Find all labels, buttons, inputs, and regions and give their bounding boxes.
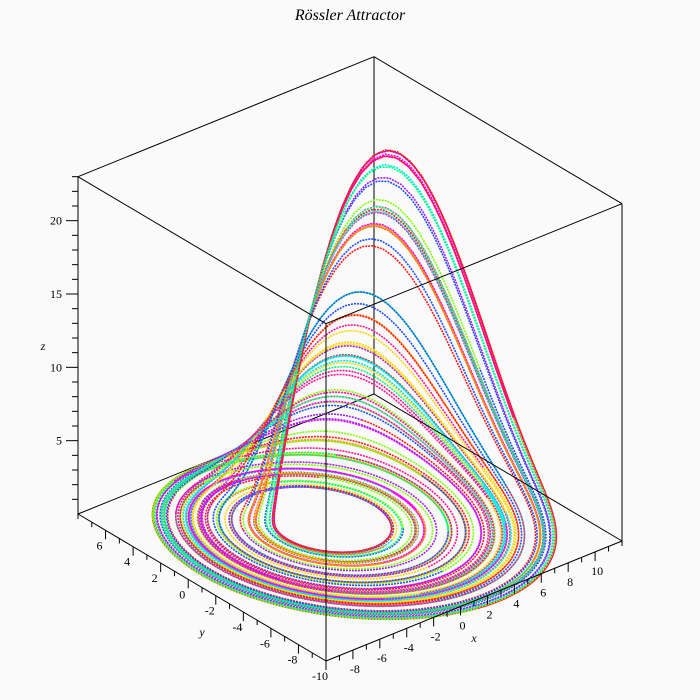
attractor-segment [192, 341, 507, 598]
x-tick-label: 2 [486, 608, 492, 622]
z-axis-label: z [40, 339, 46, 353]
z-tick-label: 15 [50, 287, 62, 301]
y-tick-label: -10 [312, 669, 328, 683]
z-tick-label: 5 [56, 434, 62, 448]
attractor-segment [224, 483, 429, 580]
attractor-segment [204, 419, 485, 591]
attractor-segment [152, 417, 556, 620]
axis-ticks: -8 -6 -4 -2 0 2 4 6 8 10 -10 -8 -6 -4 -2 0 2 4 6 5 10 15 20 [50, 176, 623, 683]
attractor-segment [173, 417, 483, 590]
y-tick-label: -4 [232, 620, 242, 634]
x-tick-label: -4 [404, 640, 414, 654]
attractor-segment [184, 355, 512, 602]
attractor-segment [166, 245, 537, 612]
attractor-segment [161, 210, 545, 615]
attractor-segment [278, 535, 386, 556]
attractor-segment [151, 430, 478, 621]
attractor-segment [240, 461, 419, 564]
attractor-segment [163, 454, 534, 614]
chart-title: Rössler Attractor [294, 7, 406, 24]
x-tick-label: -8 [350, 662, 360, 676]
box-edge [373, 393, 623, 542]
y-tick-label: 4 [124, 555, 130, 569]
attractor-segment [198, 329, 516, 603]
box-edge [325, 203, 623, 325]
attractor-segment [188, 467, 508, 600]
x-axis-label: x [470, 631, 477, 645]
attractor-curve [151, 149, 558, 621]
attractor-segment [215, 479, 464, 585]
attractor-segment [179, 365, 505, 603]
y-tick-label: 6 [97, 538, 103, 552]
box-edge [77, 56, 375, 178]
attractor-segment [165, 237, 538, 613]
attractor-segment [212, 302, 523, 601]
y-tick-label: -6 [260, 636, 270, 650]
attractor-segment [257, 198, 481, 562]
attractor-segment [175, 461, 438, 572]
box-edge [77, 176, 327, 325]
y-tick-label: -2 [205, 604, 215, 618]
attractor-segment [179, 314, 520, 605]
attractor-segment [201, 324, 490, 593]
attractor-segment [200, 400, 491, 594]
attractor-segment [265, 212, 403, 558]
attractor-segment [230, 486, 449, 576]
y-tick-label: 0 [179, 587, 185, 601]
z-tick-label: 10 [50, 360, 62, 374]
y-axis-label: y [198, 625, 205, 639]
box-back-edges [77, 56, 375, 515]
x-tick-label: -6 [377, 651, 387, 665]
attractor-segment [203, 463, 434, 570]
attractor-segment [154, 166, 554, 619]
x-tick-label: 6 [540, 586, 546, 600]
z-tick-label: 20 [50, 214, 62, 228]
y-tick-label: -8 [287, 653, 297, 667]
box-edge [373, 56, 623, 205]
attractor-segment [153, 418, 482, 619]
x-tick-label: 4 [513, 597, 519, 611]
attractor-segment [271, 154, 515, 554]
attractor-segment [197, 391, 495, 595]
attractor-segment [255, 228, 417, 563]
attractor-segment [228, 454, 453, 578]
x-tick-label: 10 [591, 564, 603, 578]
attractor-segment [196, 205, 546, 616]
y-tick-label: 2 [152, 571, 158, 585]
x-tick-label: -2 [431, 629, 441, 643]
x-tick-label: 0 [460, 618, 466, 632]
x-tick-label: 8 [567, 575, 573, 589]
attractor-segment [181, 361, 517, 604]
attractor-segment [273, 149, 558, 610]
